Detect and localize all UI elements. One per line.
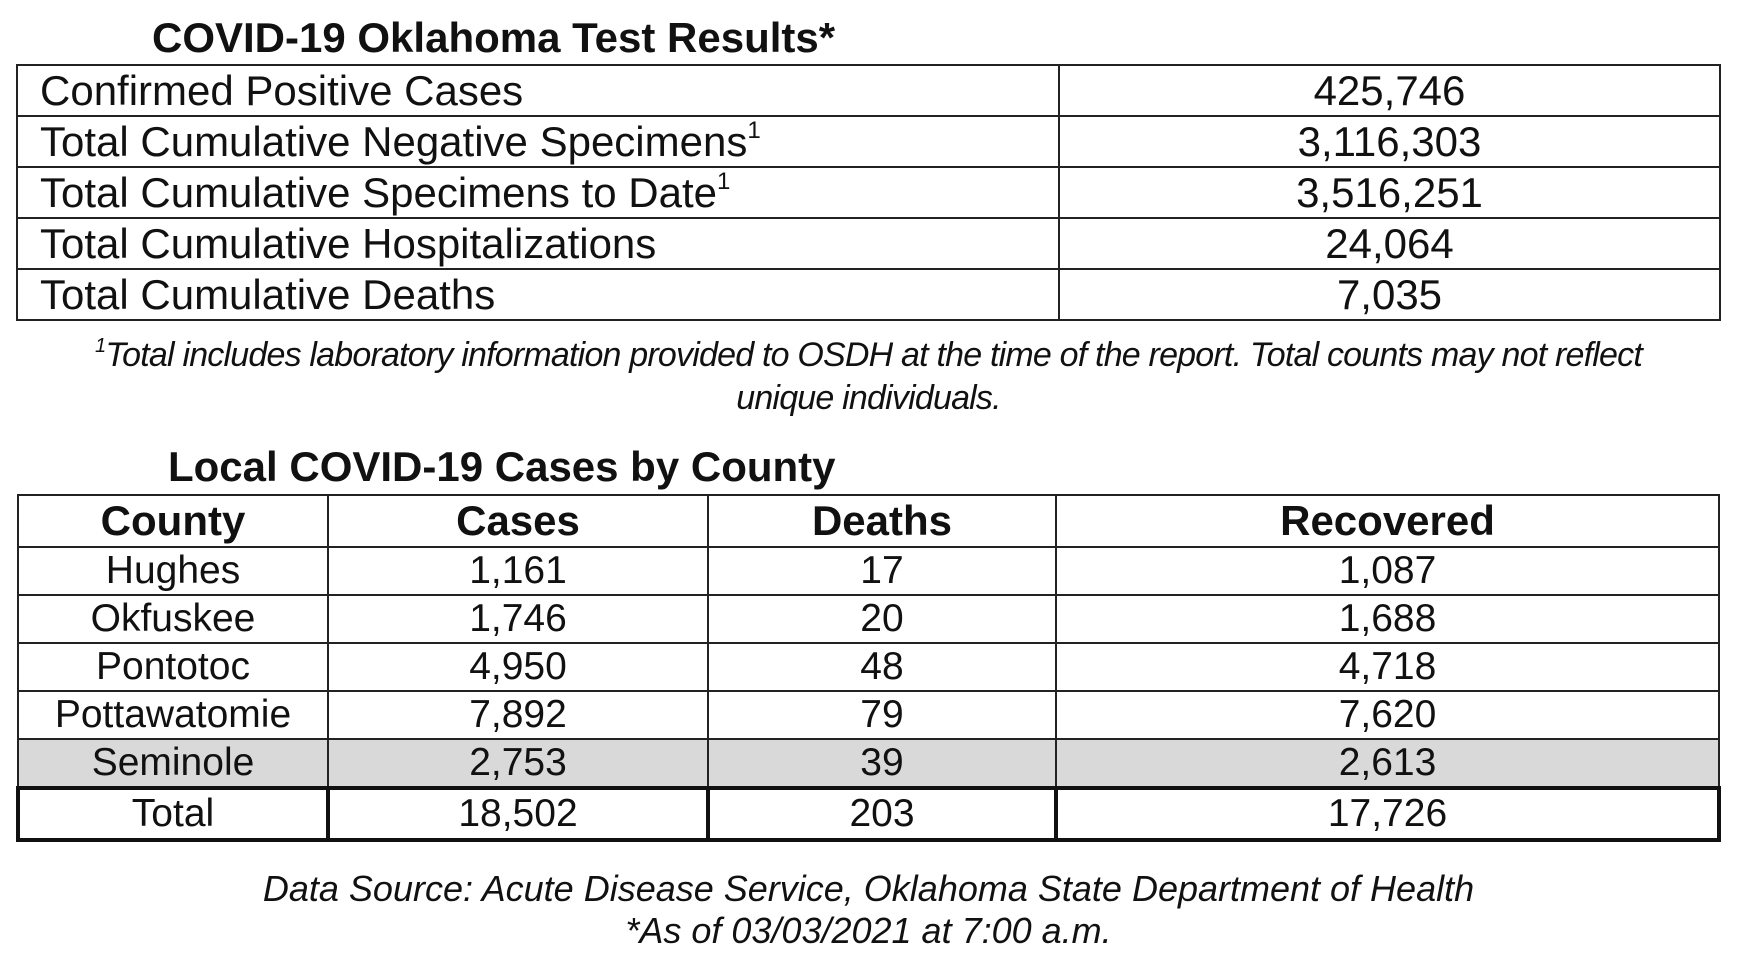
footnote-ref: 1 [747,116,761,144]
data-source: Data Source: Acute Disease Service, Okla… [16,868,1721,952]
row-value: 3,516,251 [1058,166,1721,219]
as-of-line: *As of 03/03/2021 at 7:00 a.m. [625,910,1112,951]
recovered-cell: 2,613 [1055,738,1720,789]
county-cases-table: County Cases Deaths Recovered Hughes 1,1… [16,494,1721,842]
table-row: Okfuskee 1,746 20 1,688 [17,594,1720,644]
deaths-cell: 20 [707,594,1057,644]
header-row: County Cases Deaths Recovered [17,494,1720,548]
row-value: 425,746 [1058,64,1721,117]
footnote-ref: 1 [716,167,731,195]
column-header-deaths: Deaths [707,494,1057,548]
county-cell: Pottawatomie [17,690,329,740]
recovered-cell: 1,688 [1055,594,1720,644]
row-label: Total Cumulative Hospitalizations [16,217,1060,270]
cases-cell: 1,161 [327,546,709,596]
total-cases: 18,502 [326,786,710,842]
cases-cell: 2,753 [327,738,709,789]
county-cell: Seminole [17,738,329,789]
total-recovered: 17,726 [1054,786,1721,842]
footnote-line-2: unique individuals. [736,379,1001,417]
table-row: Total Cumulative Negative Specimens1 3,1… [16,115,1721,168]
deaths-cell: 39 [707,738,1057,789]
table-row: Total Cumulative Deaths 7,035 [16,268,1721,321]
cases-cell: 7,892 [327,690,709,740]
row-value: 3,116,303 [1058,115,1721,168]
total-deaths: 203 [706,786,1058,842]
row-value: 24,064 [1058,217,1721,270]
row-label: Total Cumulative Negative Specimens1 [16,115,1060,168]
cases-cell: 1,746 [327,594,709,644]
row-label: Total Cumulative Specimens to Date1 [16,166,1060,219]
recovered-cell: 1,087 [1055,546,1720,596]
deaths-cell: 48 [707,642,1057,692]
deaths-cell: 79 [707,690,1057,740]
footnote: 1Total includes laboratory information p… [16,334,1721,420]
table-row-highlighted: Seminole 2,753 39 2,613 [17,738,1720,789]
deaths-cell: 17 [707,546,1057,596]
test-results-title: COVID-19 Oklahoma Test Results* [152,14,836,61]
row-value: 7,035 [1058,268,1721,321]
test-results-table: Confirmed Positive Cases 425,746 Total C… [16,64,1721,321]
footnote-line-1: Total includes laboratory information pr… [105,336,1642,374]
table-row: Pottawatomie 7,892 79 7,620 [17,690,1720,740]
footnote-marker: 1 [95,335,106,357]
recovered-cell: 4,718 [1055,642,1720,692]
county-table-title: Local COVID-19 Cases by County [168,443,836,490]
table-row: Pontotoc 4,950 48 4,718 [17,642,1720,692]
table-row: Total Cumulative Specimens to Date1 3,51… [16,166,1721,219]
cases-cell: 4,950 [327,642,709,692]
recovered-cell: 7,620 [1055,690,1720,740]
total-label: Total [16,786,330,842]
table-row: Total Cumulative Hospitalizations 24,064 [16,217,1721,270]
column-header-recovered: Recovered [1055,494,1720,548]
table-row: Confirmed Positive Cases 425,746 [16,64,1721,117]
row-label: Total Cumulative Deaths [16,268,1060,321]
data-source-line: Data Source: Acute Disease Service, Okla… [262,868,1475,909]
table-row: Hughes 1,161 17 1,087 [17,546,1720,596]
row-label: Confirmed Positive Cases [16,64,1060,117]
county-cell: Hughes [17,546,329,596]
column-header-county: County [17,494,329,548]
total-row: Total 18,502 203 17,726 [16,786,1721,842]
county-cell: Okfuskee [17,594,329,644]
column-header-cases: Cases [327,494,709,548]
county-cell: Pontotoc [17,642,329,692]
